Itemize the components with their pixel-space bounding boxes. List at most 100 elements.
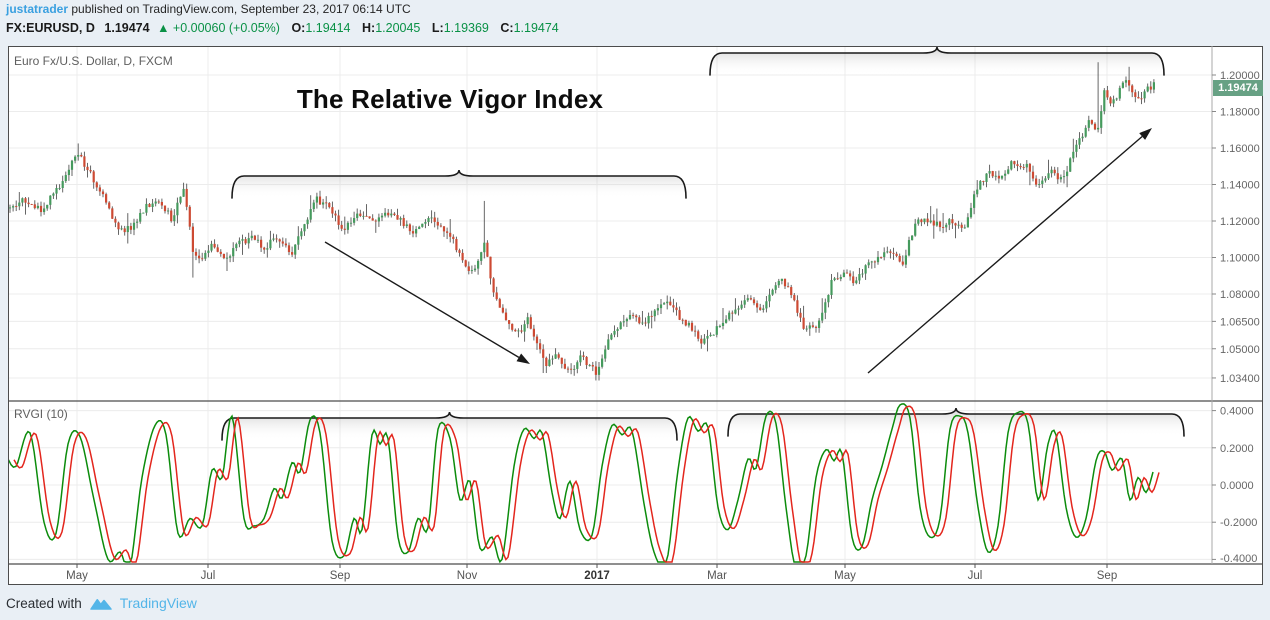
candle-up bbox=[973, 194, 976, 208]
rvgi-axis-label[interactable]: -0.4000 bbox=[1220, 553, 1257, 565]
candle-down bbox=[1013, 161, 1016, 165]
axis-labels: 1.20000 1.18000 1.16000 1.14000 1.12000 1.100… bbox=[66, 70, 1260, 582]
candle-up bbox=[1081, 136, 1084, 139]
candle-up bbox=[966, 217, 969, 228]
candle-down bbox=[1134, 92, 1137, 97]
rvgi-right-brace[interactable] bbox=[727, 407, 1185, 437]
candle-up bbox=[771, 289, 774, 295]
time-axis-label[interactable]: Jul bbox=[968, 570, 983, 582]
candle-up bbox=[762, 308, 765, 310]
rvgi-left-brace[interactable] bbox=[221, 411, 678, 441]
candle-down bbox=[585, 356, 588, 366]
candle-down bbox=[675, 307, 678, 311]
candle-up bbox=[1050, 169, 1053, 174]
candle-up bbox=[377, 217, 380, 222]
candle-up bbox=[49, 195, 52, 205]
price-axis-label[interactable]: 1.08000 bbox=[1220, 289, 1260, 301]
candle-down bbox=[1093, 123, 1097, 130]
symbol-name[interactable]: FX:EURUSD, D bbox=[6, 21, 95, 35]
candle-down bbox=[80, 154, 83, 157]
time-axis-label[interactable]: Jul bbox=[201, 570, 216, 582]
candle-up bbox=[380, 215, 384, 218]
candle-up bbox=[870, 261, 873, 263]
candle-up bbox=[235, 244, 238, 249]
candle-down bbox=[799, 312, 802, 318]
candle-up bbox=[1010, 161, 1013, 170]
mid-left-consolidation-brace[interactable] bbox=[231, 169, 687, 199]
publish-info-bar: justatrader published on TradingView.com… bbox=[6, 2, 411, 17]
rvgi-axis-label[interactable]: 0.2000 bbox=[1220, 443, 1254, 455]
candle-up bbox=[833, 278, 836, 281]
price-axis-label[interactable]: 1.20000 bbox=[1220, 70, 1260, 82]
candle-up bbox=[477, 260, 480, 269]
candle-up bbox=[483, 242, 486, 253]
rvgi-indicator-legend[interactable]: RVGI (10) bbox=[14, 407, 68, 421]
rvgi-right-brace-shadow bbox=[728, 408, 1184, 436]
footer-bar: Created with TradingView bbox=[6, 592, 197, 614]
tradingview-brand-link[interactable]: TradingView bbox=[119, 595, 197, 611]
candle-up bbox=[712, 334, 715, 336]
candle-up bbox=[1004, 173, 1007, 176]
candle-down bbox=[920, 219, 923, 223]
candle-up bbox=[548, 359, 551, 367]
candle-up bbox=[805, 328, 808, 330]
time-axis-label[interactable]: 2017 bbox=[584, 570, 610, 582]
time-axis-label[interactable]: May bbox=[66, 570, 88, 582]
series-legend[interactable]: Euro Fx/U.S. Dollar, D, FXCM bbox=[14, 54, 173, 68]
time-axis-label[interactable]: Sep bbox=[330, 570, 350, 582]
username-link[interactable]: justatrader bbox=[6, 2, 69, 16]
rvgi-lines bbox=[7, 403, 1160, 564]
candle-down bbox=[455, 239, 458, 251]
candle-up bbox=[167, 210, 170, 212]
price-axis-label[interactable]: 1.05000 bbox=[1220, 344, 1260, 356]
candle-down bbox=[334, 213, 337, 216]
candle-down bbox=[83, 156, 86, 167]
time-axis-label[interactable]: Nov bbox=[457, 570, 478, 582]
candle-up bbox=[861, 273, 864, 275]
price-axis-label[interactable]: 1.18000 bbox=[1220, 107, 1260, 119]
candle-up bbox=[622, 321, 625, 323]
candle-up bbox=[1121, 82, 1124, 88]
candle-down bbox=[898, 255, 901, 262]
candle-up bbox=[659, 304, 663, 309]
rvgi-axis-label[interactable]: 0.4000 bbox=[1220, 406, 1254, 418]
price-axis-label[interactable]: 1.14000 bbox=[1220, 180, 1260, 192]
time-axis-label[interactable]: Sep bbox=[1097, 570, 1117, 582]
price-axis-label[interactable]: 1.06500 bbox=[1220, 316, 1260, 328]
candle-down bbox=[368, 216, 371, 219]
candle-down bbox=[1106, 90, 1109, 98]
price-and-rvgi-chart-canvas[interactable]: 1.20000 1.18000 1.16000 1.14000 1.12000 1.100… bbox=[7, 46, 1263, 585]
candle-down bbox=[244, 239, 247, 244]
brace-annotations[interactable] bbox=[221, 46, 1185, 441]
candlestick-series bbox=[8, 62, 1155, 381]
rvgi-axis-label[interactable]: 0.0000 bbox=[1220, 480, 1254, 492]
candle-up bbox=[653, 310, 656, 317]
uptrend-arrow[interactable] bbox=[867, 135, 1143, 374]
time-axis-label[interactable]: May bbox=[834, 570, 856, 582]
candle-down bbox=[594, 366, 597, 375]
arrow-annotations[interactable] bbox=[324, 128, 1152, 374]
candle-down bbox=[1035, 178, 1038, 185]
candle-up bbox=[303, 224, 306, 232]
price-axis-label[interactable]: 1.10000 bbox=[1220, 253, 1260, 265]
downtrend-arrow[interactable] bbox=[324, 241, 520, 358]
candle-up bbox=[418, 226, 421, 230]
price-axis-label[interactable]: 1.16000 bbox=[1220, 143, 1260, 155]
candle-up bbox=[867, 262, 870, 266]
candle-down bbox=[1016, 164, 1019, 167]
candle-down bbox=[1090, 120, 1093, 124]
candle-down bbox=[566, 368, 570, 370]
candle-up bbox=[818, 320, 821, 328]
candle-up bbox=[151, 203, 154, 208]
candle-down bbox=[198, 255, 201, 259]
candle-down bbox=[681, 319, 684, 321]
rvgi-axis-label[interactable]: -0.2000 bbox=[1220, 517, 1257, 529]
price-axis-label[interactable]: 1.12000 bbox=[1220, 216, 1260, 228]
candle-down bbox=[253, 235, 256, 240]
time-axis-label[interactable]: Mar bbox=[707, 570, 727, 582]
tradingview-logo-icon[interactable] bbox=[89, 596, 113, 611]
price-axis-label[interactable]: 1.03400 bbox=[1220, 373, 1260, 385]
candle-up bbox=[976, 189, 979, 195]
candle-up bbox=[601, 358, 604, 367]
candle-up bbox=[576, 362, 579, 369]
